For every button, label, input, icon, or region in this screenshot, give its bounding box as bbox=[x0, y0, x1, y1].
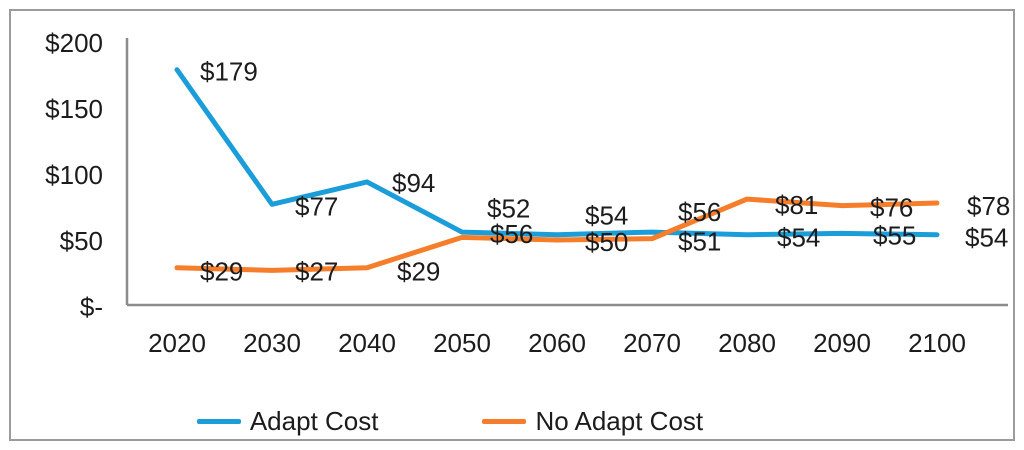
data-label-adapt-cost: $77 bbox=[295, 191, 338, 221]
x-tick-label: 2090 bbox=[813, 328, 871, 358]
legend-item-adapt-cost: Adapt Cost bbox=[196, 406, 379, 436]
data-label-adapt-cost: $94 bbox=[392, 168, 435, 198]
data-label-adapt-cost: $54 bbox=[777, 223, 820, 253]
data-label-no-adapt-cost: $78 bbox=[967, 191, 1010, 221]
data-label-no-adapt-cost: $51 bbox=[678, 227, 721, 257]
legend-swatch-adapt-cost bbox=[196, 418, 241, 424]
x-tick-label: 2020 bbox=[148, 328, 206, 358]
y-tick-label: $- bbox=[80, 292, 103, 322]
x-tick-label: 2030 bbox=[243, 328, 301, 358]
data-label-adapt-cost: $56 bbox=[678, 197, 721, 227]
data-label-adapt-cost: $56 bbox=[490, 219, 533, 249]
y-tick-label: $100 bbox=[45, 160, 103, 190]
data-label-no-adapt-cost: $52 bbox=[487, 193, 530, 223]
data-label-adapt-cost: $55 bbox=[873, 220, 916, 250]
x-tick-label: 2040 bbox=[338, 328, 396, 358]
x-tick-label: 2070 bbox=[623, 328, 681, 358]
legend-item-no-adapt-cost: No Adapt Cost bbox=[482, 406, 703, 436]
data-label-adapt-cost: $54 bbox=[585, 201, 628, 231]
data-label-no-adapt-cost: $76 bbox=[870, 193, 913, 223]
data-label-no-adapt-cost: $27 bbox=[295, 256, 338, 286]
data-label-adapt-cost: $54 bbox=[965, 223, 1008, 253]
data-label-adapt-cost: $179 bbox=[200, 57, 258, 87]
adapt-cost-line bbox=[174, 67, 940, 238]
x-tick-label: 2100 bbox=[908, 328, 966, 358]
y-tick-label: $200 bbox=[45, 28, 103, 58]
data-label-no-adapt-cost: $81 bbox=[775, 190, 818, 220]
data-label-no-adapt-cost: $50 bbox=[585, 227, 628, 257]
y-tick-label: $50 bbox=[60, 226, 103, 256]
data-label-no-adapt-cost: $29 bbox=[397, 257, 440, 287]
y-tick-label: $150 bbox=[45, 94, 103, 124]
data-label-no-adapt-cost: $29 bbox=[200, 257, 243, 287]
x-tick-label: 2080 bbox=[718, 328, 776, 358]
legend-swatch-no-adapt-cost bbox=[482, 418, 527, 424]
chart-legend: Adapt Cost No Adapt Cost bbox=[0, 406, 962, 436]
no-adapt-cost-line bbox=[174, 196, 940, 273]
legend-label-no-adapt-cost: No Adapt Cost bbox=[535, 406, 704, 436]
x-tick-label: 2050 bbox=[433, 328, 491, 358]
x-tick-label: 2060 bbox=[528, 328, 586, 358]
legend-label-adapt-cost: Adapt Cost bbox=[249, 406, 379, 436]
